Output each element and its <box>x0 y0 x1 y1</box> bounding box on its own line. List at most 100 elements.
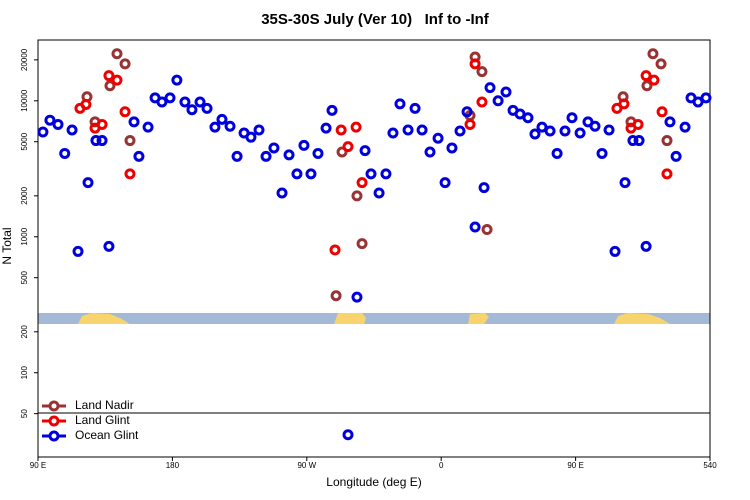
data-point <box>387 127 399 139</box>
data-point <box>476 66 488 78</box>
data-point <box>544 125 556 137</box>
data-point <box>329 244 341 256</box>
data-point <box>224 120 236 132</box>
data-point <box>335 124 347 136</box>
data-point <box>648 74 660 86</box>
data-point <box>359 145 371 157</box>
data-point <box>609 245 621 257</box>
data-point <box>416 124 428 136</box>
data-point <box>186 104 198 116</box>
data-point <box>402 124 414 136</box>
data-point <box>253 124 265 136</box>
data-point <box>551 147 563 159</box>
data-point <box>156 96 168 108</box>
data-point <box>312 147 324 159</box>
data-point <box>119 106 131 118</box>
y-axis-label: N Total <box>0 227 14 264</box>
data-point <box>111 48 123 60</box>
data-point <box>661 135 673 147</box>
data-point <box>342 141 354 153</box>
data-point <box>656 106 668 118</box>
data-point <box>439 177 451 189</box>
data-point <box>469 58 481 70</box>
land-shape <box>468 313 489 324</box>
plot-frame <box>37 39 711 458</box>
data-point <box>464 118 476 130</box>
data-point <box>179 96 191 108</box>
data-point <box>171 74 183 86</box>
data-point <box>44 114 56 126</box>
data-point <box>574 127 586 139</box>
data-point <box>111 74 123 86</box>
data-point <box>82 177 94 189</box>
x-tick-label: 90 E <box>567 461 583 470</box>
data-point <box>90 135 102 147</box>
legend-label: Land Nadir <box>75 398 134 412</box>
data-point <box>536 121 548 133</box>
map-strip <box>38 313 710 324</box>
y-tick-label: 100 <box>20 366 29 380</box>
x-tick-label: 90 E <box>30 461 46 470</box>
data-point <box>96 118 108 130</box>
legend-label: Land Glint <box>75 413 130 427</box>
data-point <box>589 120 601 132</box>
data-point <box>365 168 377 180</box>
x-tick-label: 0 <box>439 461 444 470</box>
data-point <box>641 80 653 92</box>
data-point <box>481 224 493 236</box>
data-point <box>700 92 712 104</box>
data-point <box>142 121 154 133</box>
data-point <box>356 238 368 250</box>
y-tick-label: 2000 <box>20 186 29 204</box>
data-point <box>461 106 473 118</box>
data-point <box>103 240 115 252</box>
data-point <box>96 135 108 147</box>
y-tick-label: 50 <box>20 409 29 418</box>
data-point <box>603 124 615 136</box>
data-point <box>529 128 541 140</box>
data-point <box>72 245 84 257</box>
data-point <box>632 118 644 130</box>
data-point <box>476 96 488 108</box>
data-point <box>350 121 362 133</box>
land-shape <box>78 313 130 324</box>
x-tick-label: 180 <box>166 461 180 470</box>
data-point <box>276 187 288 199</box>
data-point <box>298 139 310 151</box>
data-point <box>566 112 578 124</box>
land-shape <box>334 313 366 324</box>
x-axis-label: Longitude (deg E) <box>326 475 421 489</box>
chart-title: 35S-30S July (Ver 10) Inf to -Inf <box>261 11 490 28</box>
data-point <box>216 113 228 125</box>
data-point <box>164 92 176 104</box>
data-point <box>484 82 496 94</box>
data-point <box>124 135 136 147</box>
legend-label: Ocean Glint <box>75 428 139 442</box>
data-point <box>128 116 140 128</box>
data-point <box>692 96 704 108</box>
legend-marker <box>48 430 60 442</box>
data-point <box>478 182 490 194</box>
x-tick-label: 540 <box>703 461 717 470</box>
data-point <box>356 177 368 189</box>
data-point <box>469 221 481 233</box>
data-point <box>104 80 116 92</box>
y-tick-label: 1000 <box>20 227 29 245</box>
data-point <box>618 98 630 110</box>
data-point <box>66 124 78 136</box>
data-point <box>670 150 682 162</box>
legend-marker <box>48 415 60 427</box>
data-point <box>201 102 213 114</box>
data-point <box>596 147 608 159</box>
data-point <box>351 291 363 303</box>
data-point <box>619 177 631 189</box>
legend-marker <box>48 400 60 412</box>
data-point <box>291 168 303 180</box>
data-point <box>52 118 64 130</box>
y-tick-label: 20000 <box>20 48 29 71</box>
data-point <box>330 290 342 302</box>
data-point <box>268 142 280 154</box>
data-point <box>119 58 131 70</box>
